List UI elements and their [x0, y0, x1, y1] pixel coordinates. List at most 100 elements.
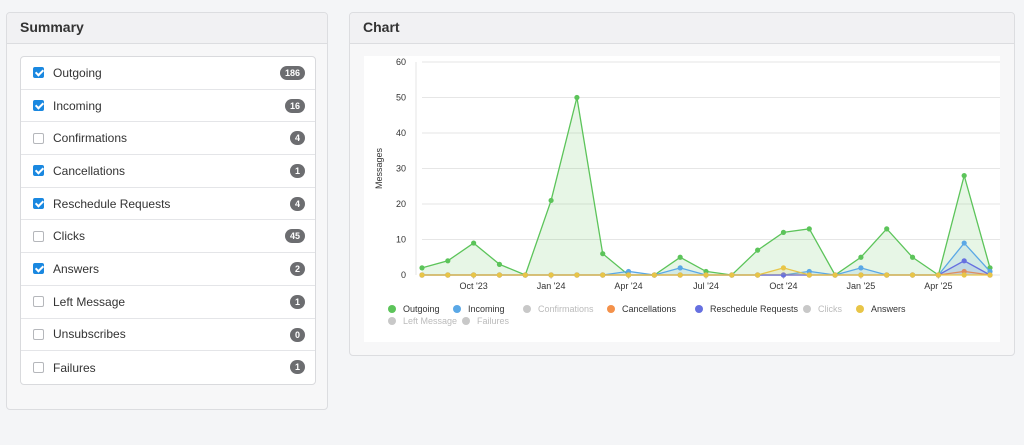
summary-row[interactable]: Left Message 1 — [21, 286, 315, 319]
summary-row[interactable]: Clicks 45 — [21, 220, 315, 254]
summary-label: Failures — [53, 360, 96, 375]
data-point — [780, 272, 787, 278]
count-badge: 4 — [289, 131, 305, 146]
y-tick-label: 30 — [396, 164, 406, 174]
legend-marker — [856, 305, 864, 313]
legend-label: Cancellations — [622, 304, 677, 314]
count-badge: 45 — [284, 229, 305, 244]
data-point — [445, 258, 451, 264]
legend-label: Confirmations — [538, 304, 594, 314]
y-axis-title: Messages — [374, 147, 384, 189]
summary-list: Outgoing 186 Incoming 16 Confirmations 4 Cance… — [20, 56, 316, 385]
summary-panel: Summary Outgoing 186 Incoming 16 Confirmatio… — [6, 12, 328, 410]
messages-chart: 0 10 20 30 40 50 60 Messages Oct '23 Jan '24 Apr '… — [374, 57, 1000, 326]
data-point — [884, 272, 890, 278]
legend-label: Answers — [871, 304, 906, 314]
summary-row[interactable]: Confirmations 4 — [21, 122, 315, 156]
summary-row[interactable]: Failures 1 — [21, 351, 315, 384]
data-point — [987, 272, 993, 278]
summary-checkbox[interactable] — [33, 132, 44, 144]
data-point — [909, 254, 916, 260]
data-point — [755, 272, 761, 278]
data-point — [522, 272, 528, 278]
data-point — [806, 226, 812, 232]
summary-row[interactable]: Reschedule Requests 4 — [21, 188, 315, 221]
chart-title: Chart — [350, 13, 1014, 44]
data-point — [548, 272, 554, 278]
summary-row[interactable]: Answers 2 — [21, 253, 315, 286]
data-point — [780, 229, 787, 235]
data-point — [729, 272, 735, 278]
legend-label: Clicks — [818, 304, 842, 314]
count-badge: 4 — [289, 196, 305, 211]
data-point — [651, 272, 657, 278]
summary-checkbox[interactable] — [33, 328, 44, 340]
summary-checkbox[interactable] — [33, 263, 44, 275]
data-point — [961, 173, 967, 179]
data-point — [677, 254, 683, 260]
x-tick-label: Apr '24 — [614, 281, 642, 291]
data-point — [419, 265, 425, 271]
data-point — [496, 272, 503, 278]
summary-label: Outgoing — [53, 65, 102, 80]
data-point — [677, 272, 683, 278]
legend-marker — [462, 317, 470, 325]
summary-row[interactable]: Outgoing 186 — [21, 57, 315, 90]
summary-label: Clicks — [53, 229, 85, 244]
x-tick-label: Jan '25 — [847, 281, 876, 291]
summary-title: Summary — [7, 13, 327, 44]
chart-panel: Chart 0 10 20 30 40 50 60 Messages Oct '23 Jan '2… — [349, 12, 1015, 356]
data-point — [574, 272, 580, 278]
count-badge: 1 — [289, 164, 305, 179]
legend-marker — [803, 305, 811, 313]
data-point — [858, 272, 864, 278]
x-tick-label: Jan '24 — [537, 281, 566, 291]
summary-label: Cancellations — [53, 163, 126, 178]
summary-checkbox[interactable] — [33, 362, 44, 374]
summary-label: Answers — [53, 261, 100, 276]
data-point — [419, 272, 425, 278]
summary-row[interactable]: Incoming 16 — [21, 90, 315, 123]
series-area — [422, 97, 990, 275]
data-point — [496, 261, 503, 267]
legend-marker — [523, 305, 531, 313]
summary-checkbox[interactable] — [33, 296, 44, 308]
summary-label: Left Message — [53, 294, 126, 309]
data-point — [703, 272, 709, 278]
data-point — [961, 258, 967, 264]
data-point — [909, 272, 916, 278]
summary-checkbox[interactable] — [33, 165, 44, 177]
data-point — [858, 254, 864, 260]
data-point — [548, 197, 554, 204]
y-tick-label: 60 — [396, 57, 406, 67]
data-point — [445, 272, 451, 278]
summary-row[interactable]: Cancellations 1 — [21, 155, 315, 188]
data-point — [780, 265, 787, 271]
data-point — [961, 240, 967, 246]
y-tick-label: 10 — [396, 235, 406, 245]
summary-label: Reschedule Requests — [53, 196, 171, 211]
series-line — [421, 97, 991, 277]
data-point — [858, 265, 864, 271]
legend-marker — [453, 305, 461, 313]
y-tick-label: 40 — [396, 128, 406, 138]
summary-checkbox[interactable] — [33, 100, 44, 112]
legend-label: Left Message — [403, 316, 457, 326]
legend-marker — [607, 305, 615, 313]
y-tick-label: 20 — [396, 199, 406, 209]
summary-checkbox[interactable] — [33, 198, 44, 210]
count-badge: 16 — [284, 98, 305, 113]
summary-label: Unsubscribes — [53, 327, 126, 342]
summary-checkbox[interactable] — [33, 230, 44, 242]
data-point — [935, 272, 941, 278]
data-point — [600, 251, 606, 257]
summary-row[interactable]: Unsubscribes 0 — [21, 319, 315, 352]
data-point — [755, 247, 761, 253]
data-point — [832, 272, 838, 278]
y-tick-label: 50 — [396, 93, 406, 103]
x-tick-label: Oct '24 — [769, 281, 797, 291]
x-tick-label: Apr '25 — [924, 281, 952, 291]
summary-checkbox[interactable] — [33, 67, 44, 79]
chart-area: 0 10 20 30 40 50 60 Messages Oct '23 Jan '24 Apr '… — [364, 56, 1000, 342]
data-point — [677, 265, 683, 271]
